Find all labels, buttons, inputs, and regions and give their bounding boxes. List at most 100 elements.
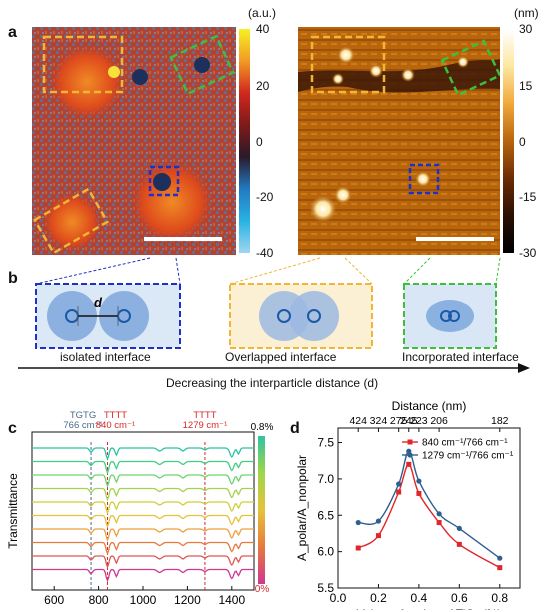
y-tick-label: 7.0 xyxy=(317,472,334,486)
x-tick-label: 0.6 xyxy=(451,591,468,605)
spectrum-line xyxy=(32,568,254,583)
height-tick: -15 xyxy=(519,190,537,204)
height-tick: -30 xyxy=(519,246,537,260)
peak-label: TTTT xyxy=(193,410,216,421)
series-line xyxy=(357,463,501,569)
overlapped-interface-label: Overlapped interface xyxy=(225,350,337,364)
overlap-highlight-box-2 xyxy=(32,187,110,255)
x-tick-label: 0.4 xyxy=(411,591,428,605)
interface-schematic: d xyxy=(18,257,530,373)
peak-value: 840 cm⁻¹ xyxy=(96,420,135,431)
panel-label-c: c xyxy=(8,420,17,437)
potential-tick: 20 xyxy=(256,79,270,93)
incorporated-interface-label: Incorporated interface xyxy=(402,350,519,364)
top-tick-label: 182 xyxy=(491,415,509,427)
y-tick-label: 7.5 xyxy=(317,436,334,450)
spectrum-line xyxy=(32,541,254,556)
data-point xyxy=(355,519,361,526)
peak-label: TGTG xyxy=(70,410,96,421)
height-tick: 30 xyxy=(519,22,533,36)
potential-tick: -40 xyxy=(256,246,274,260)
x-axis-label: Wavenumbers (cm⁻¹) xyxy=(86,609,201,610)
data-point xyxy=(497,565,503,571)
potential-tick: 0 xyxy=(256,135,263,149)
y-axis-label: A_polar/A_nonpolar xyxy=(295,455,309,561)
spectrum-line xyxy=(32,474,254,488)
y-axis-label: Transmittance xyxy=(6,473,20,549)
height-colorbar xyxy=(503,29,514,253)
potential-tick: 40 xyxy=(256,22,270,36)
legend-marker xyxy=(407,452,413,458)
spectrum-line xyxy=(32,514,254,529)
spectrum-line xyxy=(32,501,254,515)
distance-symbol: d xyxy=(94,295,103,310)
top-tick-label: 424 xyxy=(349,415,367,427)
panel-label-b: b xyxy=(8,270,18,287)
isolated-highlight-box xyxy=(408,163,440,195)
top-tick-label: 275 xyxy=(390,415,408,427)
potential-colorbar-unit: (a.u.) xyxy=(248,6,277,20)
legend-label: 1279 cm⁻¹/766 cm⁻¹ xyxy=(422,451,514,462)
x-tick-label: 800 xyxy=(89,593,109,607)
data-point xyxy=(436,520,442,526)
height-colorbar-unit: (nm) xyxy=(514,6,539,20)
spectrum-line xyxy=(32,528,254,542)
x-tick-label: 0.0 xyxy=(330,591,347,605)
height-tick: 0 xyxy=(519,135,526,149)
incorporated-highlight-box xyxy=(169,34,235,96)
legend-marker xyxy=(407,439,413,445)
spectrum-line xyxy=(32,447,254,461)
data-point xyxy=(375,518,382,524)
panel-label-d: d xyxy=(290,420,300,437)
data-point xyxy=(406,461,412,467)
x-tick-label: 1200 xyxy=(174,593,201,607)
x-tick-label: 0.8 xyxy=(491,591,508,605)
data-point xyxy=(396,489,402,495)
incorporated-highlight-box xyxy=(440,39,500,97)
peak-value: 1279 cm⁻¹ xyxy=(183,420,228,431)
colorbar-bottom-label: 0% xyxy=(255,584,270,595)
loading-colorbar xyxy=(258,436,265,584)
potential-colorbar xyxy=(239,29,250,253)
height-tick: 15 xyxy=(519,79,533,93)
top-axis-label: Distance (nm) xyxy=(392,399,467,413)
data-point xyxy=(355,545,361,551)
data-point xyxy=(416,478,422,484)
peak-value: 766 cm⁻¹ xyxy=(63,420,102,431)
x-tick-label: 1000 xyxy=(130,593,157,607)
top-tick-label: 324 xyxy=(370,415,388,427)
spectrum-line xyxy=(32,555,254,569)
x-axis-label: Volume fraction of TiO₂ (%) xyxy=(357,607,502,610)
isolated-interface-label: isolated interface xyxy=(60,350,151,364)
data-point xyxy=(396,481,402,487)
y-tick-label: 6.0 xyxy=(317,545,334,559)
series-line xyxy=(358,450,501,559)
topography-map xyxy=(298,27,500,255)
x-tick-label: 600 xyxy=(44,593,64,607)
data-point xyxy=(436,511,442,517)
spectrum-line xyxy=(32,460,254,475)
surface-potential-map xyxy=(32,27,236,255)
top-tick-label: 223 xyxy=(410,415,428,427)
data-point xyxy=(456,541,462,547)
x-tick-label: 1400 xyxy=(218,593,245,607)
x-tick-label: 0.2 xyxy=(370,591,387,605)
ftir-spectra-chart: 600 800 1000 1200 1400 Wavenumbers (cm⁻¹) Tran… xyxy=(6,410,274,610)
arrow-label: Decreasing the interparticle distance (d… xyxy=(166,376,379,390)
legend-label: 840 cm⁻¹/766 cm⁻¹ xyxy=(422,438,508,449)
y-tick-label: 5.5 xyxy=(317,581,334,595)
data-point xyxy=(456,525,462,531)
peak-label: TTTT xyxy=(104,410,127,421)
overlap-highlight-box xyxy=(310,35,386,94)
plot-frame xyxy=(337,427,521,589)
data-point xyxy=(416,490,422,496)
top-tick-label: 245 xyxy=(400,415,418,427)
isolated-highlight-box xyxy=(148,165,180,197)
y-tick-label: 6.5 xyxy=(317,508,334,522)
overlap-highlight-box xyxy=(42,35,124,94)
spectrum-line xyxy=(32,487,254,502)
top-tick-label: 206 xyxy=(430,415,448,427)
colorbar-top-label: 0.8% xyxy=(251,422,274,433)
